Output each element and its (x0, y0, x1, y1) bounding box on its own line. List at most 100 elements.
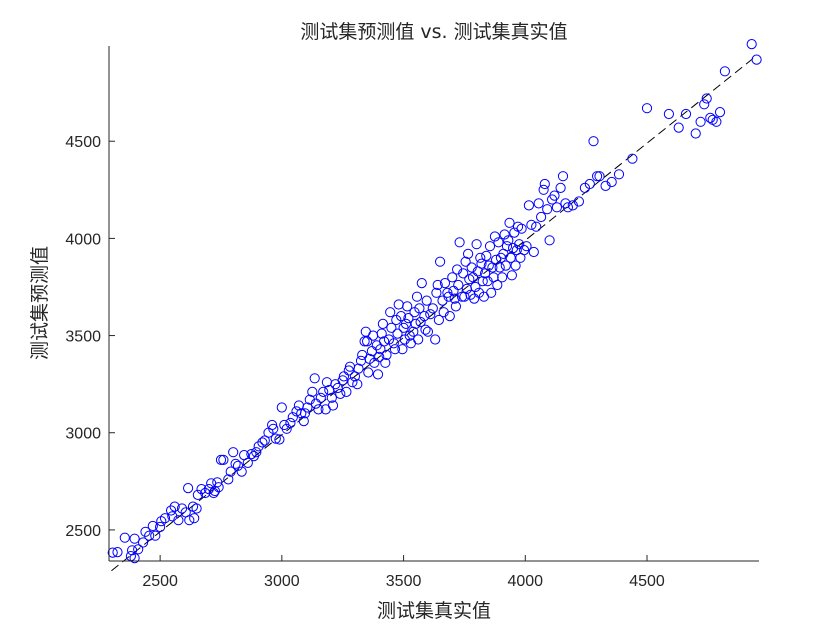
data-point (337, 375, 348, 386)
data-point (232, 460, 244, 471)
data-point (526, 219, 537, 230)
data-point (430, 334, 441, 345)
data-point (416, 278, 427, 289)
data-point (421, 295, 432, 306)
data-point (304, 394, 315, 405)
data-point (588, 136, 599, 147)
data-point (452, 264, 463, 275)
data-point (413, 334, 424, 345)
data-point (230, 458, 241, 469)
data-point (539, 178, 550, 190)
data-point (420, 324, 431, 335)
x-tick-label: 3000 (264, 573, 300, 590)
data-point (486, 287, 497, 298)
data-point (432, 279, 443, 291)
data-point (459, 291, 470, 302)
data-point (368, 330, 379, 341)
data-point (641, 103, 653, 114)
data-point (380, 357, 391, 368)
data-point (355, 355, 367, 366)
data-point (501, 241, 513, 252)
data-point (403, 313, 414, 324)
data-point (557, 171, 569, 182)
data-point (551, 202, 563, 213)
y-tick-label: 3000 (65, 426, 101, 443)
data-point (447, 272, 458, 283)
data-point (299, 408, 311, 419)
data-point (538, 184, 549, 195)
data-point (606, 176, 617, 188)
data-point (352, 379, 363, 390)
data-point (147, 520, 158, 532)
x-tick-label: 2500 (142, 573, 178, 590)
data-point (129, 553, 140, 564)
data-point (309, 373, 320, 384)
data-point (594, 171, 605, 182)
data-point (362, 336, 373, 347)
data-point (613, 169, 625, 180)
data-point (503, 235, 514, 246)
data-point (555, 182, 566, 193)
data-point (302, 402, 313, 413)
data-point (144, 530, 155, 541)
data-point (489, 231, 500, 242)
data-point (107, 547, 118, 558)
data-point (228, 447, 239, 458)
data-point (268, 423, 279, 434)
data-point (215, 454, 227, 465)
data-point (494, 262, 505, 273)
data-point (746, 39, 757, 50)
data-point (298, 416, 309, 427)
y-axis-ticks: 2500 3000 3500 4000 4500 (65, 134, 115, 540)
data-point (335, 388, 346, 399)
data-point (176, 503, 188, 514)
data-point (200, 487, 211, 499)
data-point (510, 260, 521, 271)
data-point (386, 322, 397, 333)
data-point (528, 246, 539, 258)
data-point (150, 530, 161, 541)
y-tick-label: 3500 (65, 329, 101, 346)
data-point (285, 417, 296, 429)
data-point (404, 330, 415, 341)
data-point (415, 316, 426, 328)
data-point (506, 270, 517, 281)
data-point (167, 511, 178, 522)
data-point (374, 351, 385, 362)
data-point (699, 99, 710, 110)
data-point (353, 363, 364, 374)
data-point (236, 466, 247, 477)
data-point (189, 513, 200, 524)
data-points-layer (107, 39, 762, 564)
data-point (397, 344, 408, 355)
data-point (411, 291, 423, 302)
data-point (533, 198, 544, 209)
data-point (475, 252, 486, 263)
data-point (388, 338, 399, 349)
data-point (453, 279, 464, 291)
chart-title: 测试集预测值 vs. 测试集真实值 (300, 21, 567, 43)
data-point (422, 326, 433, 337)
data-point (584, 178, 595, 190)
data-point (542, 204, 553, 215)
data-point (129, 533, 140, 544)
data-point (516, 223, 527, 234)
data-point (392, 328, 403, 339)
data-point (439, 278, 451, 289)
data-point (544, 235, 555, 246)
x-axis-ticks: 2500 3000 3500 4000 4500 (142, 555, 665, 590)
data-point (372, 369, 384, 380)
data-point (296, 408, 307, 419)
data-point (327, 400, 339, 411)
data-point (690, 128, 701, 139)
data-point (389, 344, 401, 355)
data-point (156, 516, 167, 527)
x-axis-label: 测试集真实值 (377, 600, 491, 622)
data-point (469, 293, 480, 304)
data-point (251, 447, 262, 458)
x-tick-label: 4500 (629, 573, 665, 590)
data-point (431, 287, 442, 298)
data-point (270, 433, 281, 444)
data-point (287, 412, 298, 423)
x-tick-label: 3500 (386, 573, 422, 590)
